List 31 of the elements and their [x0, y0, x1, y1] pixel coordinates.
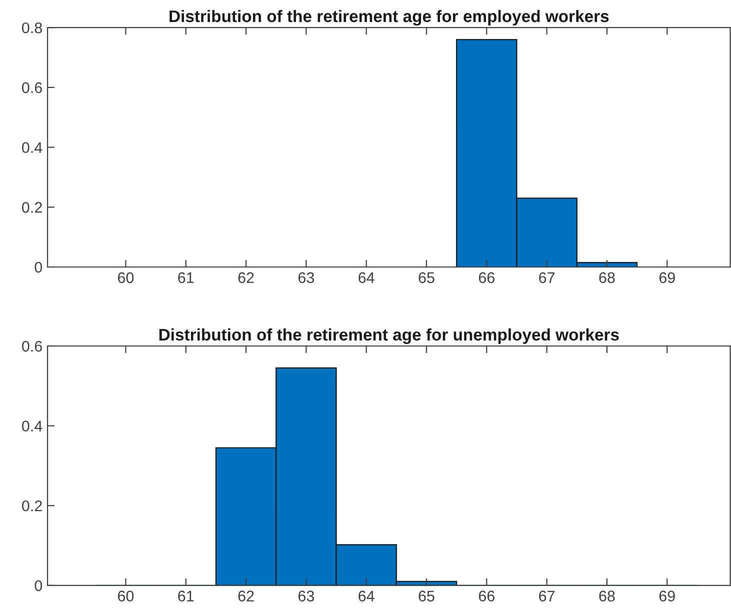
y-tick-label: 0	[34, 580, 42, 592]
y-tick-label: 0.2	[22, 500, 42, 512]
x-tick-label: 64	[358, 272, 374, 284]
x-tick-label: 61	[178, 272, 194, 284]
x-tick-label: 66	[478, 590, 494, 602]
x-tick-label: 61	[178, 590, 194, 602]
x-tick-label: 63	[298, 272, 314, 284]
y-tick-label: 0.4	[22, 142, 42, 153]
y-tick-label: 0	[34, 262, 42, 273]
x-tick-label: 63	[298, 590, 314, 602]
y-tick-label: 0.6	[22, 340, 42, 352]
y-tick-label: 0.2	[22, 202, 42, 213]
x-tick-label: 64	[358, 590, 374, 602]
chart-title: Distribution of the retirement age for employed workers	[170, 10, 609, 26]
x-tick-label: 66	[478, 272, 494, 284]
chart-title: Distribution of the retirement age for unemployed workers	[159, 328, 619, 344]
x-tick-label: 67	[539, 590, 555, 602]
x-tick-label: 69	[659, 590, 675, 602]
x-tick-label: 68	[599, 272, 615, 284]
x-tick-label: 62	[238, 590, 254, 602]
y-tick-label: 0.6	[22, 82, 42, 94]
y-tick-label: 0.8	[22, 22, 42, 34]
x-tick-label: 65	[418, 590, 434, 602]
y-tick-label: 0.4	[22, 420, 42, 432]
x-tick-label: 65	[418, 272, 434, 284]
x-tick-label: 62	[238, 272, 254, 284]
x-tick-label: 69	[659, 272, 675, 284]
x-tick-label: 67	[539, 272, 555, 284]
x-tick-label: 68	[599, 590, 615, 602]
x-tick-label: 60	[118, 272, 134, 284]
x-tick-label: 60	[118, 590, 134, 602]
